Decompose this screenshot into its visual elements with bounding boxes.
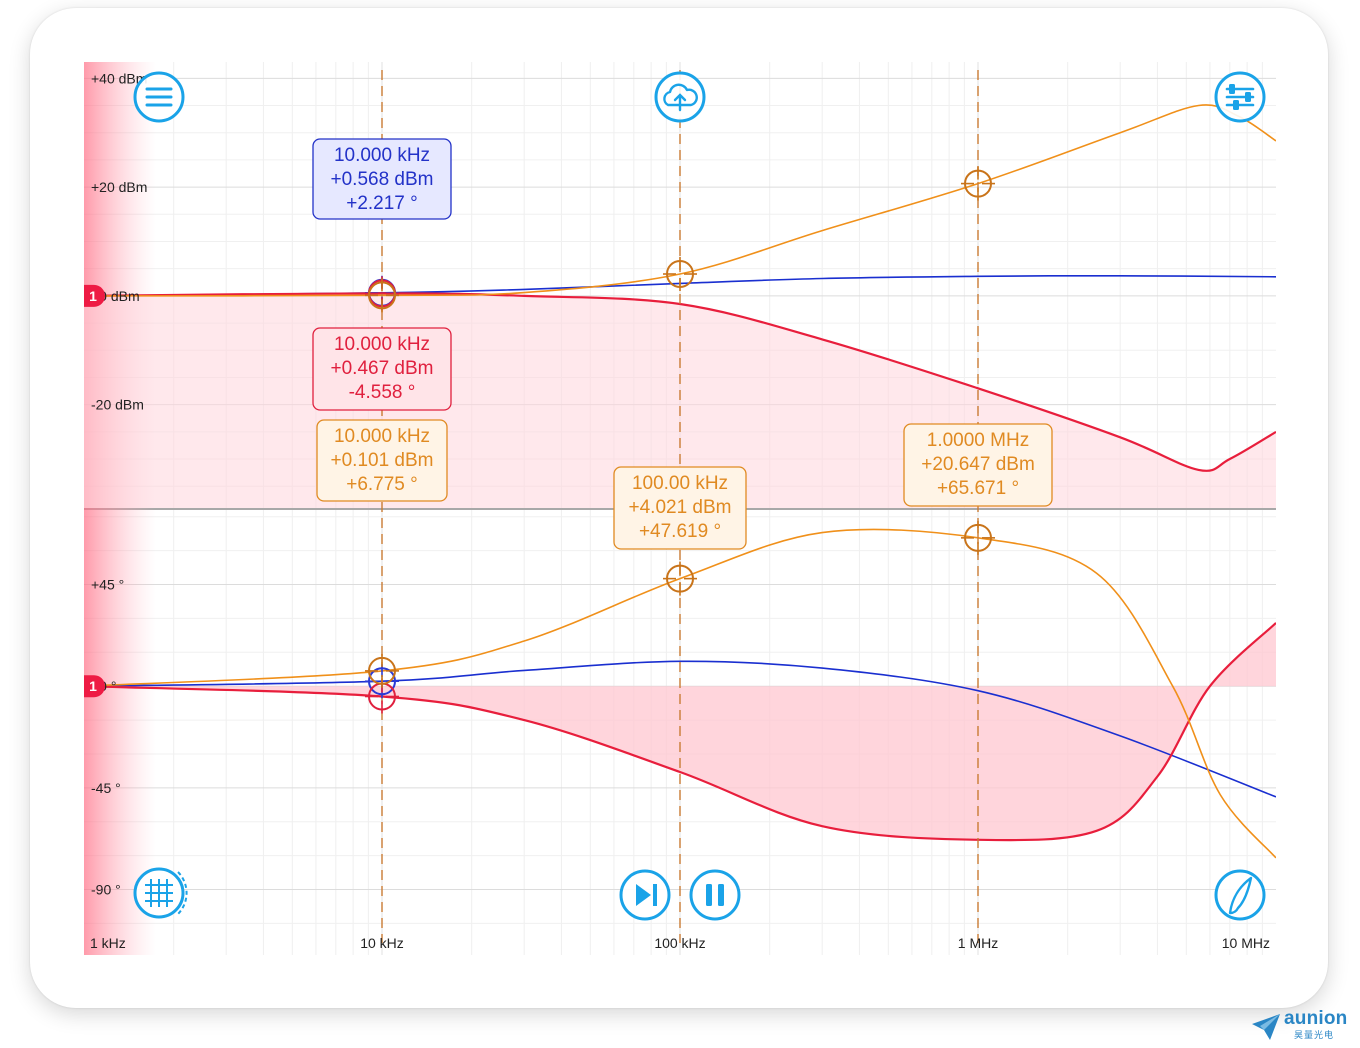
skip-forward-icon[interactable]: [619, 869, 671, 921]
readout-line: +20.647 dBm: [921, 454, 1035, 475]
probe-icon[interactable]: [1214, 869, 1266, 921]
readout-box[interactable]: 1.0000 MHz +20.647 dBm +65.671 °: [903, 423, 1053, 507]
probe-shape: [1228, 876, 1253, 915]
readout-frame: [316, 419, 448, 502]
badge-shape: [84, 284, 106, 307]
readout-line: +2.217 °: [346, 193, 418, 214]
cloud-upload-icon[interactable]: [654, 71, 706, 123]
readout-line: +47.619 °: [639, 521, 721, 542]
skip-bar: [653, 884, 657, 906]
x-tick-label: 100 kHz: [654, 935, 705, 951]
brand-logo: aunion 昊量光电: [1250, 1008, 1354, 1044]
magnitude-reference-badge[interactable]: 1: [84, 284, 106, 307]
readout-line: 1.0000 MHz: [927, 430, 1029, 451]
x-tick-label: 1 MHz: [958, 935, 998, 951]
readout-line: 10.000 kHz: [334, 426, 430, 447]
pause-bar: [706, 884, 712, 906]
slider-knob: [1229, 84, 1235, 94]
readout-line: +65.671 °: [937, 478, 1019, 499]
readout-box[interactable]: 100.00 kHz +4.021 dBm +47.619 °: [613, 466, 747, 550]
phase-tick-label: -45 °: [91, 780, 121, 796]
readout-line: 10.000 kHz: [334, 145, 430, 166]
x-tick-label: 10 kHz: [360, 935, 404, 951]
readout-box[interactable]: 10.000 kHz +0.467 dBm -4.558 °: [312, 327, 452, 411]
slider-knob: [1245, 92, 1251, 102]
play-triangle: [636, 884, 651, 906]
brand-subtitle: 昊量光电: [1294, 1031, 1335, 1041]
readout-line: -4.558 °: [349, 382, 416, 403]
readout-line: 100.00 kHz: [632, 473, 728, 494]
upload-arrow: [673, 93, 687, 112]
readout-box[interactable]: 10.000 kHz +0.568 dBm +2.217 °: [312, 138, 452, 220]
menu-icon[interactable]: [133, 71, 185, 123]
magnitude-tick-label: -20 dBm: [91, 397, 144, 413]
pause-bar: [718, 884, 724, 906]
brand-name: aunion: [1284, 1008, 1348, 1029]
phase-marker-orange[interactable]: [961, 520, 995, 555]
phase-marker-orange[interactable]: [663, 561, 697, 596]
readout-line: 10.000 kHz: [334, 334, 430, 355]
magnitude-tick-label: +40 dBm: [91, 70, 147, 86]
phase-curve-red: [84, 622, 1276, 842]
slider-knob: [1233, 100, 1239, 110]
magnitude-tick-label: +20 dBm: [91, 179, 147, 195]
readout-line: +0.467 dBm: [331, 358, 434, 379]
pause-icon[interactable]: [689, 869, 741, 921]
x-tick-label: 1 kHz: [90, 935, 126, 951]
readout-frame: [312, 327, 452, 411]
magnitude-marker-orange[interactable]: [365, 278, 399, 313]
cloud-shape: [663, 83, 698, 107]
magnitude-curve-red: [84, 292, 1276, 472]
badge-label: 1: [89, 678, 97, 694]
icon-ring: [1214, 869, 1266, 921]
phase-tick-label: +45 °: [91, 577, 124, 593]
readout-line: +6.775 °: [346, 474, 418, 495]
phase-reference-badge[interactable]: 1: [84, 675, 106, 698]
magnitude-marker-orange[interactable]: [663, 257, 697, 292]
magnitude-marker-orange[interactable]: [961, 166, 995, 201]
phase-curve-orange: [84, 528, 1276, 859]
x-tick-label: 10 MHz: [1222, 935, 1270, 951]
readout-frame: [903, 423, 1053, 507]
reference-gradient-strip: [84, 62, 156, 955]
readout-line: +4.021 dBm: [629, 497, 732, 518]
icon-ring: [689, 869, 741, 921]
sliders-icon[interactable]: [1214, 71, 1266, 123]
spin-arc: [177, 871, 188, 915]
readout-line: +0.568 dBm: [331, 169, 434, 190]
badge-label: 1: [89, 288, 97, 304]
paper-plane-icon: [1252, 1014, 1280, 1040]
badge-shape: [84, 675, 106, 698]
readout-frame: [613, 466, 747, 550]
phase-marker-orange[interactable]: [365, 653, 399, 688]
readout-line: +0.101 dBm: [331, 450, 434, 471]
readout-frame: [312, 138, 452, 220]
readout-box[interactable]: 10.000 kHz +0.101 dBm +6.775 °: [316, 419, 448, 502]
grid-icon[interactable]: [133, 867, 188, 919]
phase-tick-label: -90 °: [91, 881, 121, 897]
